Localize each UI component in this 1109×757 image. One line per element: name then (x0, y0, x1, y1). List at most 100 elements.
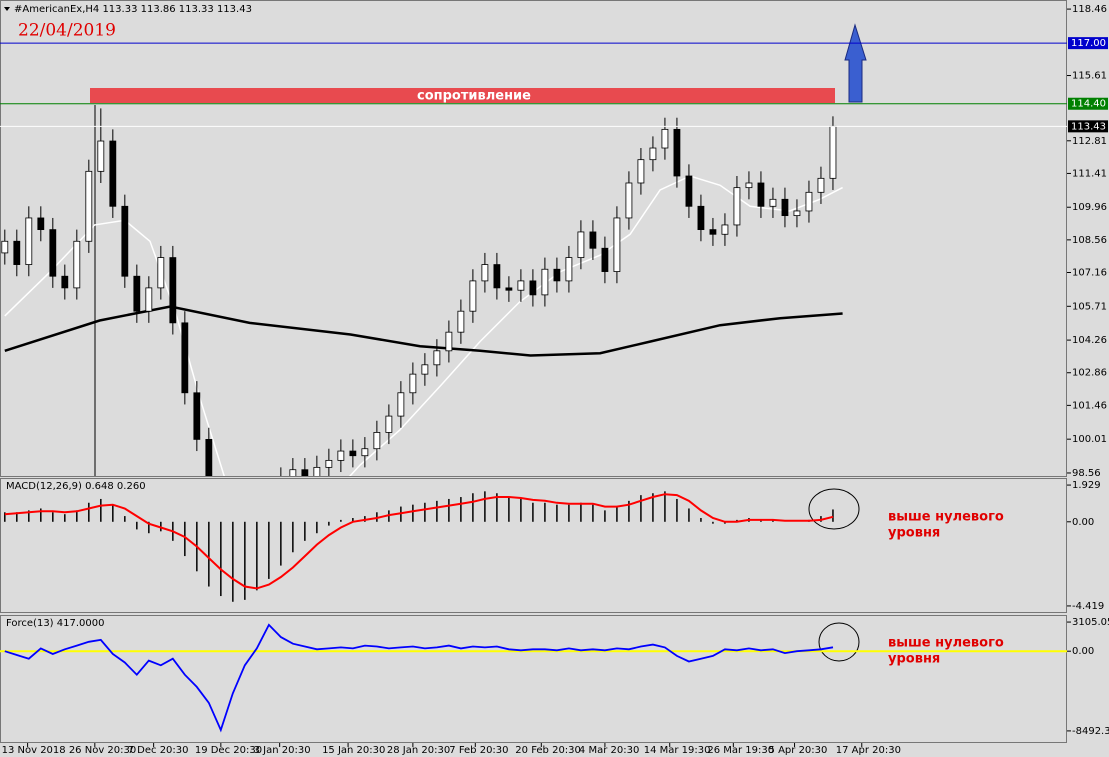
x-tick-label: 17 Apr 20:30 (836, 745, 901, 756)
force-line (4, 623, 834, 733)
candle-body (445, 331, 453, 352)
y-tick-label: 101.46 (1072, 400, 1107, 411)
macd-signal (4, 493, 834, 590)
candle-body (325, 459, 333, 468)
main-panel (0, 0, 1067, 477)
force-panel (0, 615, 1067, 743)
candle-body (385, 415, 393, 433)
candle-body (433, 350, 441, 366)
candle-body (37, 217, 45, 231)
candle-body (409, 373, 417, 394)
candle-body (349, 450, 357, 457)
candle-body (601, 247, 609, 272)
x-tick-label: 26 Nov 20:30 (69, 745, 136, 756)
candle-body (133, 275, 141, 312)
candle-body (805, 191, 813, 212)
candle-body (397, 392, 405, 417)
menu-icon (4, 7, 10, 11)
candle-body (637, 159, 645, 184)
force-note: уровня (888, 652, 940, 667)
candle-body (721, 224, 729, 235)
candle-body (829, 125, 837, 179)
price-level-label: 117.00 (1071, 38, 1106, 49)
candle-body (121, 205, 129, 277)
candle-body (577, 231, 585, 258)
candle-body (769, 198, 777, 207)
x-tick-label: 28 Jan 20:30 (387, 745, 450, 756)
candle-body (673, 128, 681, 177)
candle-body (493, 264, 501, 289)
price-level-label: 114.40 (1071, 99, 1106, 110)
candle-body (109, 140, 117, 207)
y-tick-label: 0.00 (1072, 517, 1094, 528)
price-level-box (1068, 97, 1108, 110)
candle-body (337, 450, 345, 461)
candle-body (373, 432, 381, 450)
y-tick-label: 118.46 (1072, 4, 1107, 15)
candle-body (553, 268, 561, 282)
candle-body (301, 469, 309, 476)
candle-body (733, 187, 741, 226)
candle-body (145, 287, 153, 312)
macd-panel (0, 478, 1067, 613)
price-level-box (1068, 120, 1108, 133)
y-tick-label: 105.71 (1072, 301, 1107, 312)
y-tick-label: -8492.319 (1072, 726, 1109, 737)
moving-average (4, 175, 843, 476)
candle-body (361, 448, 369, 457)
x-tick-label: 7 Dec 20:30 (128, 745, 189, 756)
candle-body (709, 229, 717, 235)
candle-body (625, 182, 633, 219)
y-tick-label: 104.26 (1072, 335, 1107, 346)
candle-body (745, 182, 753, 189)
candle-body (289, 469, 297, 476)
candle-body (757, 182, 765, 207)
candle-body (589, 231, 597, 249)
y-tick-label: -4.419 (1072, 601, 1104, 612)
candle-body (685, 175, 693, 207)
candle-body (49, 229, 57, 277)
force-circle (818, 622, 860, 662)
x-tick-label: 13 Nov 2018 (2, 745, 66, 756)
y-tick-label: 3105.054 (1072, 617, 1109, 628)
candle-body (481, 264, 489, 282)
candle-body (25, 217, 33, 265)
candle-body (205, 439, 213, 476)
candle-body (817, 177, 825, 193)
macd-note: уровня (888, 526, 940, 541)
candle-body (61, 275, 69, 289)
macd-title: MACD(12,26,9) 0.648 0.260 (6, 481, 146, 492)
macd-circle (808, 488, 860, 530)
candle-body (85, 170, 93, 242)
candle-body (313, 466, 321, 476)
candle-body (97, 140, 105, 172)
candle-body (661, 128, 669, 149)
candle-body (793, 210, 801, 217)
candle-body (565, 257, 573, 282)
zone-label: сопротивление (417, 89, 531, 104)
y-tick-label: 102.86 (1072, 368, 1107, 379)
force-note: выше нулевого (888, 636, 1004, 651)
x-tick-label: 14 Mar 19:30 (644, 745, 711, 756)
chart-title: #AmericanEx,H4 113.33 113.86 113.33 113.… (14, 4, 252, 15)
force-title: Force(13) 417.0000 (6, 618, 104, 629)
y-tick-label: 98.56 (1072, 468, 1101, 479)
x-tick-label: 4 Mar 20:30 (579, 745, 639, 756)
x-tick-label: 5 Apr 20:30 (769, 745, 828, 756)
candle-body (157, 257, 165, 289)
candle-body (613, 217, 621, 272)
candle-body (697, 205, 705, 231)
y-tick-label: 108.56 (1072, 235, 1107, 246)
macd-note: выше нулевого (888, 510, 1004, 525)
candle-body (469, 280, 477, 312)
y-tick-label: 115.61 (1072, 71, 1107, 82)
candle-body (1, 240, 9, 254)
y-tick-label: 107.16 (1072, 267, 1107, 278)
candle-body (517, 280, 525, 291)
y-tick-label: 111.41 (1072, 168, 1107, 179)
x-tick-label: 3 Jan 20:30 (254, 745, 311, 756)
candle-body (73, 240, 81, 289)
candle-body (193, 392, 201, 440)
candle-body (781, 198, 789, 217)
